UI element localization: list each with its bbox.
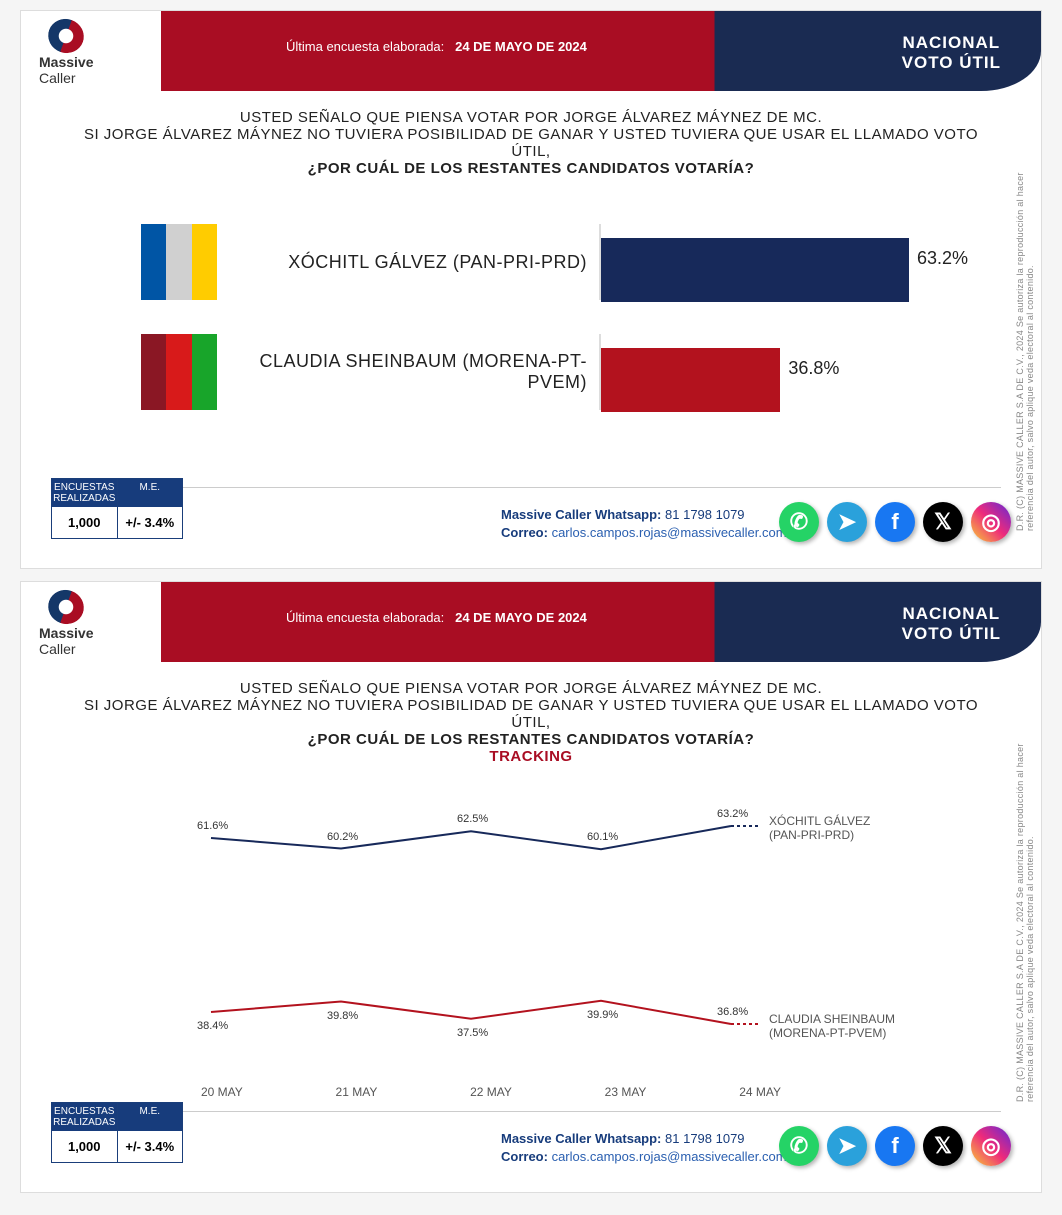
bar-row: CLAUDIA SHEINBAUM (MORENA-PT-PVEM) 36.8%: [141, 317, 951, 427]
logo-icon: [44, 585, 89, 629]
sample-val-2: +/- 3.4%: [118, 507, 183, 538]
whats-label: Massive Caller Whatsapp:: [501, 1131, 661, 1146]
date-prefix: Última encuesta elaborada:: [286, 39, 444, 54]
series-line: [211, 826, 731, 849]
question-block: USTED SEÑALO QUE PIENSA VOTAR POR JORGE …: [81, 680, 981, 765]
x-tick: 20 MAY: [201, 1085, 243, 1099]
sample-box: ENCUESTAS REALIZADASM.E.1,000+/- 3.4%: [51, 1102, 183, 1163]
q-tracking: TRACKING: [81, 748, 981, 765]
q-l2: SI JORGE ÁLVAREZ MÁYNEZ NO TUVIERA POSIB…: [81, 126, 981, 160]
copyright-side: D.R. (C) MASSIVE CALLER S.A DE C.V., 202…: [1015, 702, 1035, 1102]
x-icon[interactable]: 𝕏: [923, 502, 963, 542]
bar-fill: [601, 348, 780, 412]
bar-fill: [601, 238, 909, 302]
sample-box: ENCUESTAS REALIZADASM.E.1,000+/- 3.4%: [51, 478, 183, 539]
brand-name-2: Caller: [39, 71, 93, 85]
header-right: NACIONAL VOTO ÚTIL: [902, 604, 1001, 644]
bar-pct-label: 63.2%: [917, 248, 968, 269]
x-icon[interactable]: 𝕏: [923, 1126, 963, 1166]
header-right: NACIONAL VOTO ÚTIL: [902, 33, 1001, 73]
sample-val-1: 1,000: [52, 507, 118, 538]
brand-logo: Massive Caller: [39, 590, 93, 656]
instagram-icon[interactable]: ◎: [971, 1126, 1011, 1166]
sample-val-2: +/- 3.4%: [118, 1131, 183, 1162]
question-block: USTED SEÑALO QUE PIENSA VOTAR POR JORGE …: [81, 109, 981, 177]
footer: ENCUESTAS REALIZADASM.E.1,000+/- 3.4%Mas…: [61, 487, 1001, 568]
instagram-icon[interactable]: ◎: [971, 502, 1011, 542]
party-logos: [141, 334, 217, 410]
q-l1: USTED SEÑALO QUE PIENSA VOTAR POR JORGE …: [81, 109, 981, 126]
x-axis-labels: 20 MAY 21 MAY 22 MAY 23 MAY 24 MAY: [201, 1085, 781, 1099]
facebook-icon[interactable]: f: [875, 502, 915, 542]
q-l1: USTED SEÑALO QUE PIENSA VOTAR POR JORGE …: [81, 680, 981, 697]
hdr-r1: NACIONAL: [902, 33, 1001, 53]
whatsapp-icon[interactable]: ✆: [779, 502, 819, 542]
sample-hdr-2: M.E.: [118, 479, 183, 507]
social-icons: ✆➤f𝕏◎: [779, 1126, 1011, 1166]
brand-name-2: Caller: [39, 642, 93, 656]
candidate-name: XÓCHITL GÁLVEZ (PAN-PRI-PRD): [217, 252, 599, 273]
bar-pct-label: 36.8%: [788, 358, 839, 379]
facebook-icon[interactable]: f: [875, 1126, 915, 1166]
logo-icon: [44, 14, 89, 58]
social-icons: ✆➤f𝕏◎: [779, 502, 1011, 542]
x-tick: 22 MAY: [470, 1085, 512, 1099]
party-logos: [141, 224, 217, 300]
sample-val-1: 1,000: [52, 1131, 118, 1162]
mail-label: Correo:: [501, 525, 548, 540]
header: Massive Caller Última encuesta elaborada…: [21, 582, 1041, 662]
x-tick: 23 MAY: [605, 1085, 647, 1099]
x-tick: 21 MAY: [336, 1085, 378, 1099]
hdr-r2: VOTO ÚTIL: [902, 53, 1001, 73]
contact-block: Massive Caller Whatsapp: 81 1798 1079 Cor…: [501, 506, 787, 542]
panel-line: Massive Caller Última encuesta elaborada…: [20, 581, 1042, 1193]
mail-val[interactable]: carlos.campos.rojas@massivecaller.com: [552, 1149, 787, 1164]
bar-row: XÓCHITL GÁLVEZ (PAN-PRI-PRD)63.2%: [141, 207, 951, 317]
q-l3: ¿POR CUÁL DE LOS RESTANTES CANDIDATOS VO…: [81, 731, 981, 748]
header-date: Última encuesta elaborada: 24 DE MAYO DE…: [286, 610, 587, 625]
sample-hdr-1: ENCUESTAS REALIZADAS: [52, 479, 118, 507]
line-chart: 61.6%60.2%62.5%60.1%63.2%XÓCHITL GÁLVEZ(…: [191, 775, 921, 1075]
bar-chart: XÓCHITL GÁLVEZ (PAN-PRI-PRD)63.2%CLAUDIA…: [21, 187, 1041, 487]
telegram-icon[interactable]: ➤: [827, 1126, 867, 1166]
line-chart-svg: [191, 775, 921, 1075]
mail-label: Correo:: [501, 1149, 548, 1164]
q-l3: ¿POR CUÁL DE LOS RESTANTES CANDIDATOS VO…: [81, 160, 981, 177]
whats-val: 81 1798 1079: [665, 507, 745, 522]
brand-logo: Massive Caller: [39, 19, 93, 85]
header: Massive Caller Última encuesta elaborada…: [21, 11, 1041, 91]
whats-val: 81 1798 1079: [665, 1131, 745, 1146]
hdr-r1: NACIONAL: [902, 604, 1001, 624]
contact-block: Massive Caller Whatsapp: 81 1798 1079 Cor…: [501, 1130, 787, 1166]
sample-hdr-2: M.E.: [118, 1103, 183, 1131]
whats-label: Massive Caller Whatsapp:: [501, 507, 661, 522]
telegram-icon[interactable]: ➤: [827, 502, 867, 542]
bar-track: 63.2%: [599, 224, 951, 300]
copyright-side: D.R. (C) MASSIVE CALLER S.A DE C.V., 202…: [1015, 131, 1035, 531]
panel-bar: Massive Caller Última encuesta elaborada…: [20, 10, 1042, 569]
mail-val[interactable]: carlos.campos.rojas@massivecaller.com: [552, 525, 787, 540]
x-tick: 24 MAY: [739, 1085, 781, 1099]
sample-hdr-1: ENCUESTAS REALIZADAS: [52, 1103, 118, 1131]
hdr-r2: VOTO ÚTIL: [902, 624, 1001, 644]
bar-track: 36.8%: [599, 334, 951, 410]
series-line: [211, 1001, 731, 1024]
brand-name-1: Massive: [39, 55, 93, 69]
brand-name-1: Massive: [39, 626, 93, 640]
whatsapp-icon[interactable]: ✆: [779, 1126, 819, 1166]
q-l2: SI JORGE ÁLVAREZ MÁYNEZ NO TUVIERA POSIB…: [81, 697, 981, 731]
date-value: 24 DE MAYO DE 2024: [455, 610, 587, 625]
date-prefix: Última encuesta elaborada:: [286, 610, 444, 625]
candidate-name: CLAUDIA SHEINBAUM (MORENA-PT-PVEM): [217, 351, 599, 393]
date-value: 24 DE MAYO DE 2024: [455, 39, 587, 54]
footer: ENCUESTAS REALIZADASM.E.1,000+/- 3.4%Mas…: [61, 1111, 1001, 1192]
header-date: Última encuesta elaborada: 24 DE MAYO DE…: [286, 39, 587, 54]
